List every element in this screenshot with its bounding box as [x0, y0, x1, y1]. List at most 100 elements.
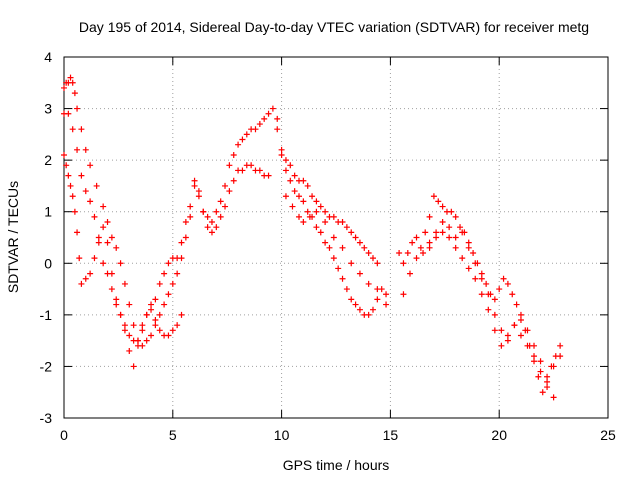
data-point — [139, 327, 146, 334]
data-point — [178, 311, 185, 318]
data-point — [74, 229, 81, 236]
data-point — [524, 327, 531, 334]
data-point — [420, 249, 427, 256]
data-point — [304, 182, 311, 189]
data-point — [93, 182, 100, 189]
data-point — [343, 224, 350, 231]
data-point — [396, 249, 403, 256]
data-point — [313, 224, 320, 231]
data-point — [322, 208, 329, 215]
data-point — [313, 198, 320, 205]
data-point — [478, 275, 485, 282]
data-point — [446, 234, 453, 241]
data-point — [433, 234, 440, 241]
y-tick-label: -3 — [40, 410, 53, 426]
data-point — [195, 193, 202, 200]
data-point — [300, 177, 307, 184]
data-point — [256, 167, 263, 174]
data-point — [550, 394, 557, 401]
data-point — [322, 239, 329, 246]
axis-ticks: 0 5 10 15 20 25 -3 -2 -1 0 1 2 3 4 — [40, 49, 616, 443]
x-axis-label: GPS time / hours — [283, 457, 390, 473]
data-point — [126, 301, 133, 308]
data-point — [535, 373, 542, 380]
data-point — [465, 239, 472, 246]
data-point — [213, 224, 220, 231]
data-point — [544, 384, 551, 391]
data-point — [69, 126, 76, 133]
data-point — [252, 126, 259, 133]
data-point — [343, 286, 350, 293]
data-point — [435, 198, 442, 205]
series-track-g — [396, 193, 564, 396]
data-point — [61, 151, 67, 158]
y-tick-label: 0 — [44, 255, 52, 271]
data-point — [335, 265, 342, 272]
data-point — [204, 224, 211, 231]
data-point — [459, 255, 466, 262]
data-point — [365, 311, 372, 318]
data-point — [287, 177, 294, 184]
series-track-h — [400, 229, 564, 380]
data-point — [178, 239, 185, 246]
data-point — [165, 260, 172, 267]
data-point — [274, 115, 281, 122]
chart-title: Day 195 of 2014, Sidereal Day-to-day VTE… — [79, 19, 589, 35]
data-point — [517, 332, 524, 339]
data-point — [152, 322, 159, 329]
data-point — [361, 244, 368, 251]
data-point — [374, 260, 381, 267]
data-point — [213, 208, 220, 215]
data-point — [239, 136, 246, 143]
data-point — [169, 327, 176, 334]
data-point — [67, 182, 74, 189]
data-point — [446, 224, 453, 231]
y-axis-label: SDTVAR / TECUs — [5, 181, 21, 293]
data-point — [61, 84, 67, 91]
y-tick-label: 3 — [44, 101, 52, 117]
data-point — [365, 280, 372, 287]
plot-frame — [63, 56, 609, 419]
data-point — [544, 378, 551, 385]
data-point — [261, 115, 268, 122]
data-point — [383, 301, 390, 308]
data-point — [282, 193, 289, 200]
data-point — [491, 327, 498, 334]
data-point — [78, 126, 85, 133]
data-point — [426, 213, 433, 220]
data-point — [117, 311, 124, 318]
data-point — [265, 172, 272, 179]
data-point — [143, 311, 150, 318]
data-point — [113, 301, 120, 308]
data-point — [121, 322, 128, 329]
data-point — [130, 363, 137, 370]
data-point — [531, 342, 538, 349]
data-point — [439, 229, 446, 236]
data-point — [496, 286, 503, 293]
data-point — [448, 208, 455, 215]
data-point — [400, 291, 407, 298]
data-point — [531, 358, 538, 365]
data-point — [322, 219, 329, 226]
data-point — [317, 203, 324, 210]
data-point — [82, 275, 89, 282]
data-point — [433, 229, 440, 236]
data-point — [222, 203, 229, 210]
data-point — [104, 219, 111, 226]
data-point — [95, 239, 102, 246]
data-point — [348, 229, 355, 236]
data-point — [330, 213, 337, 220]
data-point — [557, 353, 564, 360]
data-point — [472, 260, 479, 267]
data-point — [161, 301, 168, 308]
data-point — [330, 234, 337, 241]
data-point — [65, 110, 72, 117]
data-point — [63, 162, 70, 169]
data-point — [130, 322, 137, 329]
data-point — [509, 291, 516, 298]
data-point — [483, 280, 490, 287]
data-point — [517, 317, 524, 324]
data-point — [374, 286, 381, 293]
data-point — [317, 229, 324, 236]
data-point — [491, 296, 498, 303]
